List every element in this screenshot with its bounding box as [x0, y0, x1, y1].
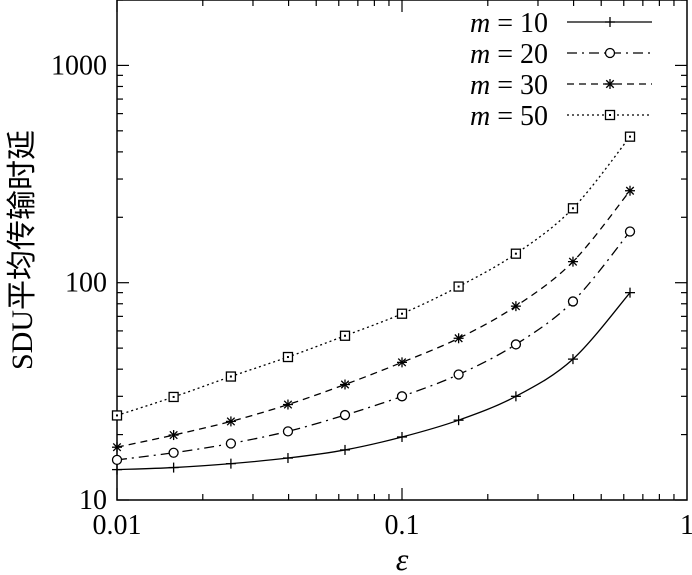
data-point: [168, 430, 179, 441]
data-point: [112, 442, 122, 453]
data-point: [396, 391, 408, 402]
axis-ticks: 0.01 0.1 1 10 100 1000: [51, 0, 692, 541]
plot-frame: [116, 0, 688, 501]
data-point: [453, 369, 464, 380]
legend-label: m = 10: [470, 8, 548, 39]
data-point: [112, 464, 122, 475]
y-axis-label: SDU平均传输时延: [6, 130, 39, 370]
legend-item: m = 20: [470, 39, 652, 70]
data-point: [225, 416, 236, 427]
legend-label: m = 50: [470, 101, 548, 132]
legend: m = 10m = 20m = 30m = 50: [470, 8, 652, 132]
legend-marker: [604, 109, 616, 121]
data-point: [282, 399, 293, 410]
data-point: [567, 296, 579, 307]
legend-marker: [605, 17, 615, 27]
data-point: [282, 426, 294, 437]
y-tick-label: 100: [65, 268, 107, 299]
series-layer: [111, 131, 636, 475]
x-tick-label: 0.01: [93, 510, 142, 541]
legend-item: m = 10: [470, 8, 652, 39]
x-axis-label: ε: [396, 541, 409, 575]
data-point: [225, 371, 237, 382]
data-point: [282, 453, 293, 464]
data-point: [339, 409, 351, 421]
data-point: [397, 357, 407, 368]
data-point: [510, 301, 521, 312]
y-tick-label: 10: [79, 485, 107, 516]
data-point: [567, 354, 578, 365]
data-point: [282, 351, 294, 363]
legend-item: m = 30: [470, 70, 652, 101]
data-point: [624, 226, 636, 237]
series-4: [111, 131, 636, 421]
data-point: [225, 438, 237, 449]
data-point: [396, 308, 408, 319]
data-point: [625, 287, 636, 298]
data-point: [510, 391, 521, 402]
legend-marker: [604, 47, 616, 59]
data-point: [625, 185, 636, 196]
data-point: [453, 281, 464, 292]
data-point: [111, 454, 123, 466]
series-line: [116, 292, 631, 471]
legend-label: m = 30: [470, 70, 548, 101]
data-point: [168, 391, 179, 403]
data-point: [339, 330, 351, 341]
series-3: [112, 185, 636, 453]
data-point: [225, 458, 236, 469]
data-point: [453, 415, 464, 426]
y-tick-label: 1000: [51, 50, 107, 81]
series-2: [111, 226, 636, 466]
legend-label: m = 20: [470, 39, 548, 70]
series-line: [116, 190, 631, 448]
data-point: [111, 410, 123, 421]
series-line: [116, 231, 631, 461]
data-point: [567, 256, 578, 267]
data-point: [340, 379, 351, 390]
x-tick-label: 1: [680, 510, 692, 541]
data-point: [168, 447, 179, 458]
series-1: [112, 287, 636, 475]
data-point: [397, 431, 407, 442]
legend-item: m = 50: [470, 101, 652, 132]
x-tick-label: 0.1: [385, 510, 420, 541]
data-point: [567, 203, 579, 214]
data-point: [510, 339, 522, 350]
data-point: [453, 333, 464, 344]
data-point: [510, 248, 522, 259]
series-line: [116, 136, 631, 417]
data-point: [168, 462, 179, 473]
data-point: [340, 444, 351, 455]
legend-marker: [605, 79, 615, 89]
data-point: [624, 131, 636, 142]
